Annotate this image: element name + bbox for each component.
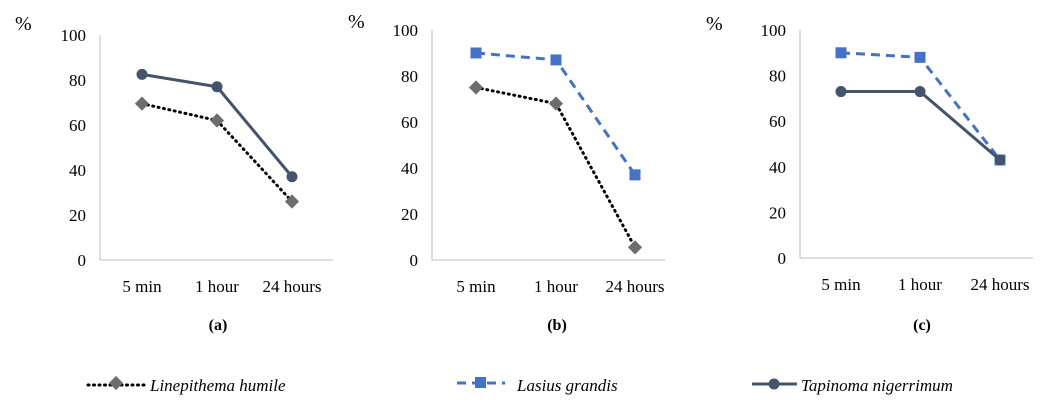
- panel-caption: (a): [209, 317, 228, 334]
- y-tick-label: 100: [393, 21, 419, 40]
- x-tick-label: 5 min: [122, 277, 162, 296]
- data-point-linepithema-humile: [548, 96, 564, 111]
- y-tick-label: 0: [410, 251, 419, 270]
- y-tick-label: 100: [61, 26, 87, 45]
- y-tick-label: 40: [769, 158, 786, 177]
- y-tick-label: 20: [769, 203, 786, 222]
- data-point-lasius-grandis: [629, 169, 641, 181]
- panel-caption: (b): [547, 317, 567, 334]
- y-unit-label: %: [348, 11, 365, 33]
- y-tick-label: 40: [69, 161, 86, 180]
- y-tick-label: 80: [401, 67, 418, 86]
- y-tick-label: 60: [69, 116, 86, 135]
- data-point-lasius-grandis: [835, 47, 847, 59]
- y-tick-label: 80: [769, 67, 786, 86]
- chart-panel-1: % 0 20 40 60 80 100 5 min 1 hour 24 hours (b): [348, 11, 665, 334]
- y-tick-label: 60: [769, 112, 786, 131]
- x-tick-label: 24 hours: [605, 277, 664, 296]
- legend: Linepithema humile Lasius grandis Tapino…: [86, 375, 953, 395]
- y-tick-label: 0: [78, 251, 87, 270]
- data-point-tapinoma-nigerrimum: [835, 86, 847, 98]
- circle-marker-icon: [768, 378, 780, 390]
- y-tick-label: 20: [401, 205, 418, 224]
- chart-panel-0: % 0 20 40 60 80 100 5 min 1 hour 24 hours (a): [15, 13, 333, 334]
- x-tick-label: 1 hour: [898, 275, 942, 294]
- y-tick-label: 100: [761, 21, 787, 40]
- data-point-tapinoma-nigerrimum: [136, 68, 148, 80]
- y-unit-label: %: [706, 13, 723, 35]
- data-point-tapinoma-nigerrimum: [994, 154, 1006, 166]
- y-tick-label: 0: [778, 249, 787, 268]
- series-line-linepithema-humile: [474, 86, 637, 249]
- y-unit-label: %: [15, 13, 32, 35]
- series-line-lasius-grandis: [840, 51, 1002, 161]
- data-point-tapinoma-nigerrimum: [914, 86, 926, 98]
- chart-panel-2: % 0 20 40 60 80 100 5 min 1 hour 24 hours (c): [706, 13, 1033, 334]
- data-point-lasius-grandis: [914, 51, 926, 63]
- series-line-tapinoma-nigerrimum: [841, 90, 1001, 162]
- legend-entry-tapinoma: Tapinoma nigerrimum: [752, 376, 953, 395]
- data-point-linepithema-humile: [468, 80, 484, 95]
- x-tick-label: 24 hours: [262, 277, 321, 296]
- y-tick-label: 40: [401, 159, 418, 178]
- diamond-marker-icon: [108, 375, 124, 391]
- y-tick-label: 60: [401, 113, 418, 132]
- panel-caption: (c): [913, 317, 931, 334]
- x-tick-label: 1 hour: [534, 277, 578, 296]
- y-tick-label: 20: [69, 206, 86, 225]
- legend-entry-lasius: Lasius grandis: [457, 376, 618, 395]
- x-tick-label: 1 hour: [195, 277, 239, 296]
- y-tick-label: 80: [69, 71, 86, 90]
- data-point-linepithema-humile: [627, 240, 643, 255]
- legend-label-linepithema: Linepithema humile: [149, 376, 286, 395]
- x-tick-label: 24 hours: [970, 275, 1029, 294]
- x-tick-label: 5 min: [821, 275, 861, 294]
- legend-label-lasius: Lasius grandis: [516, 376, 618, 395]
- legend-label-tapinoma: Tapinoma nigerrimum: [801, 376, 953, 395]
- data-point-lasius-grandis: [550, 54, 562, 66]
- data-point-linepithema-humile: [284, 194, 300, 209]
- x-tick-label: 5 min: [456, 277, 496, 296]
- data-point-linepithema-humile: [134, 96, 150, 111]
- data-point-tapinoma-nigerrimum: [286, 171, 298, 183]
- series-line-lasius-grandis: [475, 51, 637, 176]
- legend-entry-linepithema: Linepithema humile: [86, 375, 286, 395]
- data-point-tapinoma-nigerrimum: [211, 81, 223, 93]
- chart-panels: % 0 20 40 60 80 100 5 min 1 hour 24 hours (a)% 0 20 4…: [15, 11, 1033, 334]
- square-marker-icon: [475, 377, 486, 388]
- data-point-lasius-grandis: [470, 47, 482, 59]
